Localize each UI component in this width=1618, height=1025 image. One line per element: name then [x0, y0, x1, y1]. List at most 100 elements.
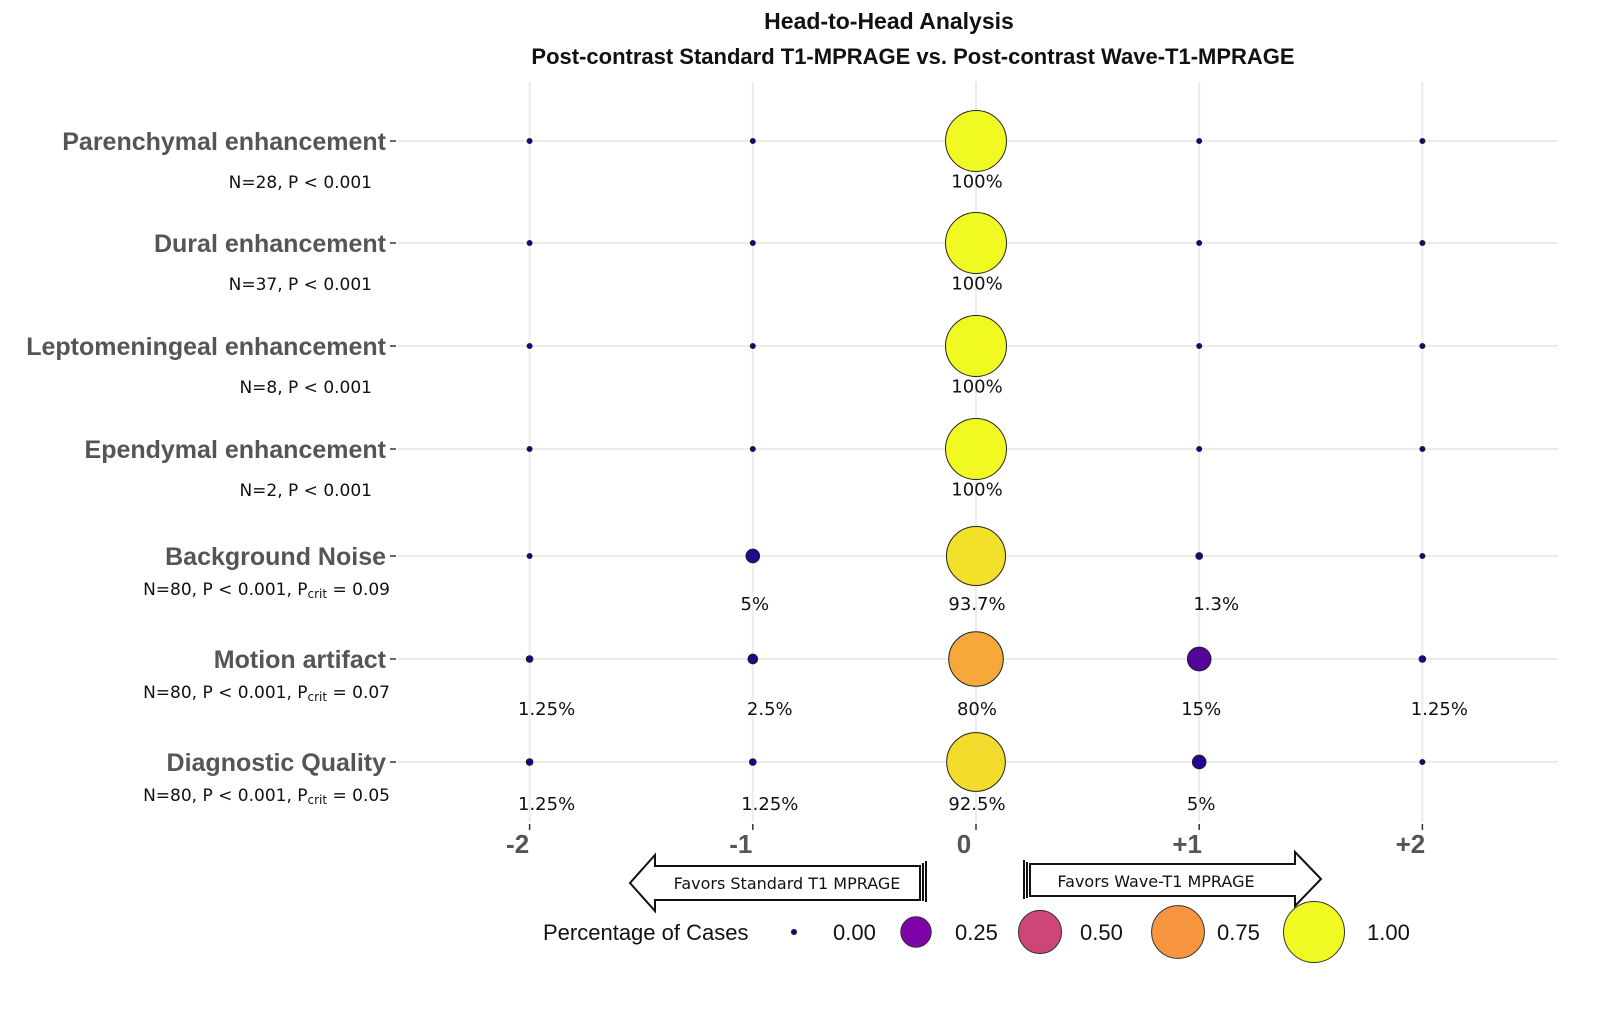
data-point: [745, 548, 761, 564]
data-point: [749, 342, 756, 349]
row-label: Motion artifact: [214, 646, 387, 674]
pcrit-value: = 0.05: [327, 786, 390, 806]
data-label: 93.7%: [948, 594, 1005, 615]
data-label: 1.3%: [1193, 594, 1239, 615]
data-points: 100% 100% 100% 100% 5% 93.7% 1.3% 1.25% 2.5% 80% 1…: [518, 110, 1468, 815]
data-point: [747, 653, 759, 665]
data-point: [526, 342, 533, 349]
data-point: [946, 732, 1006, 792]
row-stats: N=8, P < 0.001: [239, 378, 372, 398]
chart-subtitle: Post-contrast Standard T1-MPRAGE vs. Pos…: [531, 44, 1294, 69]
data-label: 1.25%: [518, 699, 575, 720]
arrow-left-label: Favors Standard T1 MPRAGE: [674, 874, 901, 893]
data-point: [526, 239, 533, 246]
data-point: [526, 137, 533, 144]
x-tick-label: 0: [957, 829, 971, 859]
data-point: [1196, 239, 1203, 246]
row-stats: N=37, P < 0.001: [229, 275, 372, 295]
data-point: [749, 137, 756, 144]
legend-label: 1.00: [1367, 920, 1410, 945]
legend-key: [1151, 905, 1205, 959]
data-label: 100%: [951, 480, 1002, 501]
pcrit-subscript: crit: [308, 793, 328, 807]
arrow-right-label: Favors Wave-T1 MPRAGE: [1057, 872, 1254, 891]
row-stats: N=80, P < 0.001, Pcrit = 0.07: [143, 683, 390, 704]
data-point: [945, 212, 1007, 274]
data-point: [1419, 342, 1426, 349]
data-point: [749, 239, 756, 246]
row-label: Background Noise: [165, 543, 386, 571]
left-arrow-shape: [628, 852, 921, 914]
row-label: Diagnostic Quality: [167, 749, 387, 777]
data-point: [1419, 553, 1426, 560]
legend-label: 0.00: [833, 920, 876, 945]
data-label: 100%: [951, 172, 1002, 193]
legend-label: 0.25: [955, 920, 998, 945]
data-point: [526, 553, 533, 560]
x-axis-ticks: -2 -1 0 +1 +2: [506, 824, 1425, 859]
legend-title: Percentage of Cases: [543, 920, 748, 945]
data-point: [945, 525, 1007, 587]
x-tick-label: -1: [729, 829, 752, 859]
arrow-favors-wave: Favors Wave-T1 MPRAGE: [1023, 849, 1323, 909]
data-label: 1.25%: [518, 794, 575, 815]
data-point: [1419, 239, 1426, 246]
row-stats: N=80, P < 0.001, Pcrit = 0.05: [143, 786, 390, 807]
pcrit-subscript: crit: [308, 587, 328, 601]
data-label: 1.25%: [741, 794, 798, 815]
data-label: 1.25%: [1411, 699, 1468, 720]
legend-label: 0.75: [1217, 920, 1260, 945]
row-label: Dural enhancement: [154, 230, 387, 258]
row-stats: N=2, P < 0.001: [239, 481, 372, 501]
row-label: Ependymal enhancement: [85, 436, 387, 464]
data-point: [1195, 552, 1204, 560]
x-tick-label: +1: [1172, 829, 1202, 859]
data-point: [1419, 759, 1426, 766]
data-point: [1196, 445, 1203, 452]
pcrit-value: = 0.09: [327, 580, 390, 600]
data-point: [945, 110, 1007, 172]
data-label: 92.5%: [948, 794, 1005, 815]
data-point: [1196, 137, 1203, 144]
row-stats: N=28, P < 0.001: [229, 173, 372, 193]
data-point: [948, 631, 1004, 687]
data-point: [749, 445, 756, 452]
x-tick-label: -2: [506, 829, 529, 859]
legend-key: [790, 928, 798, 936]
data-label: 80%: [957, 699, 997, 720]
data-label: 5%: [741, 594, 770, 615]
data-point: [945, 418, 1007, 480]
row-label: Leptomeningeal enhancement: [26, 333, 386, 361]
data-point: [525, 655, 534, 663]
pcrit-value: = 0.07: [327, 683, 390, 703]
legend-key: [1283, 901, 1345, 963]
chart-title: Head-to-Head Analysis: [764, 8, 1014, 34]
data-point: [526, 445, 533, 452]
data-label: 2.5%: [747, 699, 793, 720]
legend-label: 0.50: [1080, 920, 1123, 945]
data-label: 100%: [951, 377, 1002, 398]
data-point: [945, 315, 1007, 377]
legend: Percentage of Cases 0.00 0.25 0.50 0.75 1.00: [543, 901, 1410, 963]
y-axis-labels: Parenchymal enhancement N=28, P < 0.001 Du…: [26, 128, 396, 807]
data-point: [525, 758, 534, 766]
legend-key: [1017, 909, 1063, 955]
right-arrow-shape: [1029, 849, 1323, 909]
row-stats: N=80, P < 0.001, Pcrit = 0.09: [143, 580, 390, 601]
data-label: 5%: [1187, 794, 1216, 815]
data-label: 100%: [951, 274, 1002, 295]
legend-key: [900, 916, 932, 948]
data-label: 15%: [1181, 699, 1221, 720]
data-point: [1419, 445, 1426, 452]
data-point: [748, 758, 757, 766]
data-point: [1196, 342, 1203, 349]
pcrit-subscript: crit: [308, 690, 328, 704]
x-tick-label: +2: [1396, 829, 1426, 859]
data-point: [1419, 137, 1426, 144]
data-point: [1191, 754, 1207, 770]
row-label: Parenchymal enhancement: [62, 128, 386, 156]
arrow-favors-standard: Favors Standard T1 MPRAGE: [628, 852, 927, 914]
data-point: [1418, 655, 1427, 663]
data-point: [1186, 646, 1212, 672]
